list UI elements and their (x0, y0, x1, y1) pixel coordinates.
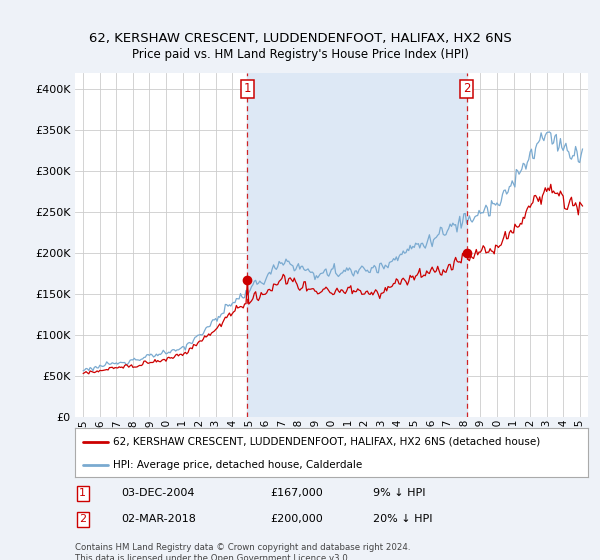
Text: 62, KERSHAW CRESCENT, LUDDENDENFOOT, HALIFAX, HX2 6NS: 62, KERSHAW CRESCENT, LUDDENDENFOOT, HAL… (89, 32, 511, 45)
Text: £167,000: £167,000 (270, 488, 323, 498)
Text: 2: 2 (463, 82, 470, 95)
Text: 02-MAR-2018: 02-MAR-2018 (121, 514, 196, 524)
Text: 1: 1 (79, 488, 86, 498)
Bar (247, 73, 467, 417)
Text: 20% ↓ HPI: 20% ↓ HPI (373, 514, 432, 524)
Text: 2: 2 (79, 514, 86, 524)
Text: HPI: Average price, detached house, Calderdale: HPI: Average price, detached house, Cald… (113, 460, 363, 470)
Text: 1: 1 (244, 82, 251, 95)
Text: 62, KERSHAW CRESCENT, LUDDENDENFOOT, HALIFAX, HX2 6NS (detached house): 62, KERSHAW CRESCENT, LUDDENDENFOOT, HAL… (113, 437, 541, 447)
Text: 9% ↓ HPI: 9% ↓ HPI (373, 488, 425, 498)
Text: 03-DEC-2004: 03-DEC-2004 (121, 488, 194, 498)
Text: Price paid vs. HM Land Registry's House Price Index (HPI): Price paid vs. HM Land Registry's House … (131, 48, 469, 60)
Text: Contains HM Land Registry data © Crown copyright and database right 2024.
This d: Contains HM Land Registry data © Crown c… (75, 543, 410, 560)
Text: £200,000: £200,000 (270, 514, 323, 524)
